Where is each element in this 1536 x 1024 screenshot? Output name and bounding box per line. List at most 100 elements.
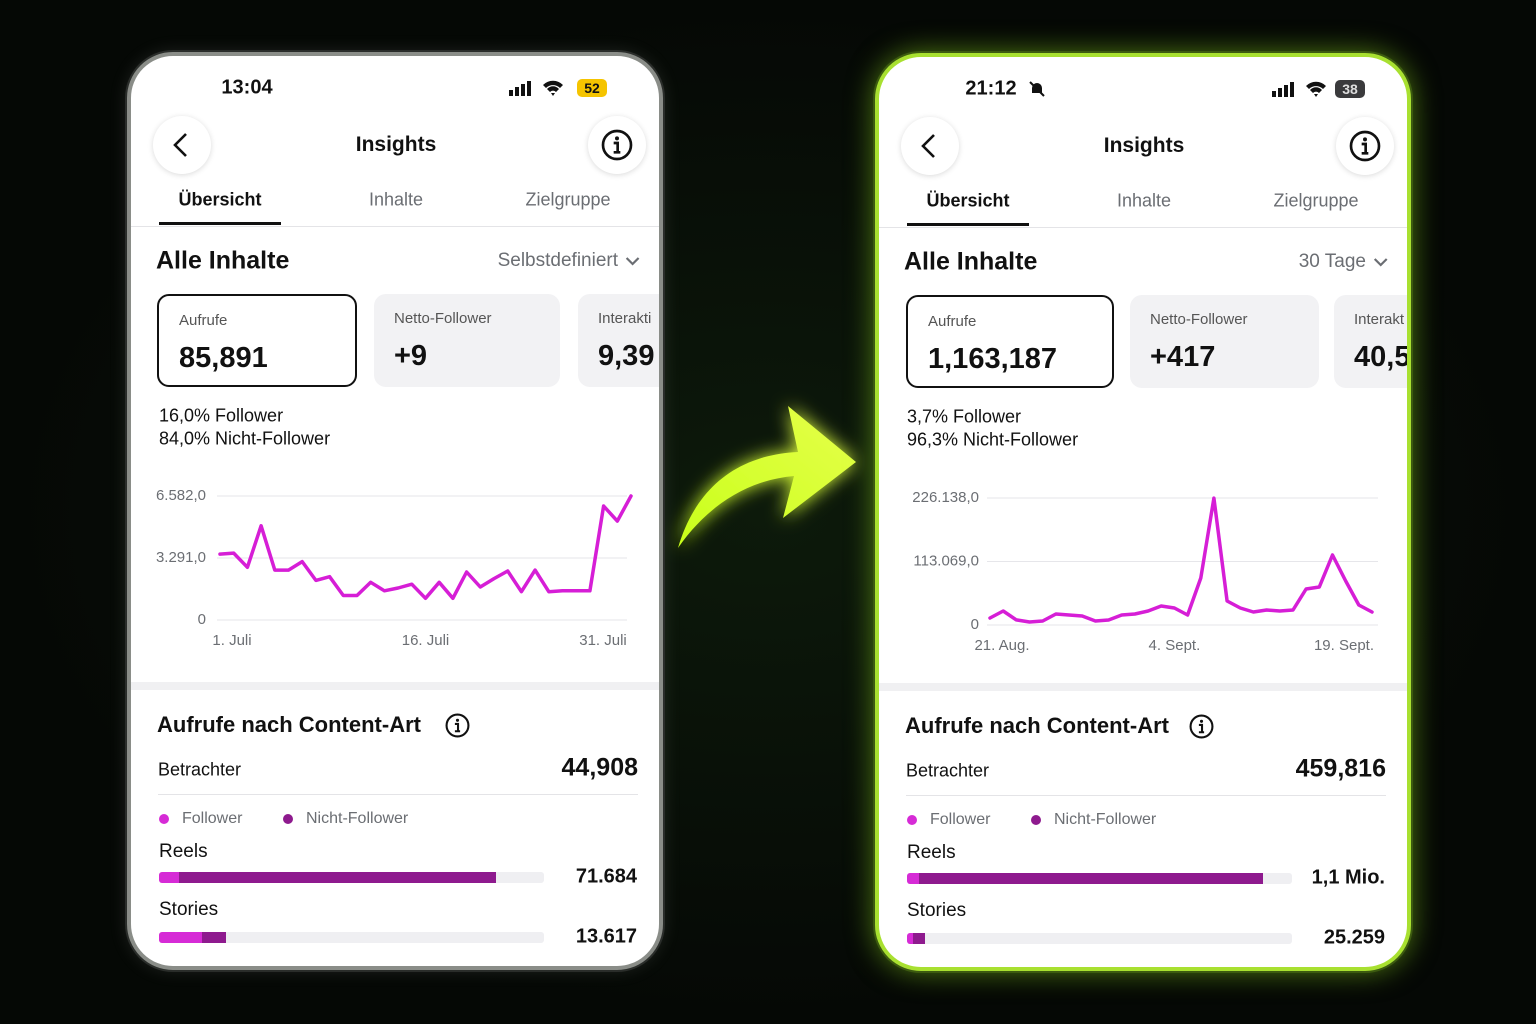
section-title: Alle Inhalte: [904, 247, 1038, 276]
metric-card[interactable]: Interakti 9,39: [578, 294, 659, 387]
bar-non-follower: [913, 933, 925, 944]
content-title: Aufrufe nach Content-Art: [905, 713, 1169, 738]
bar-track: [907, 873, 1292, 884]
section-separator: [879, 683, 1407, 691]
page-title: Insights: [355, 133, 437, 156]
info-icon: [1189, 714, 1214, 739]
content-info[interactable]: [445, 713, 470, 743]
bar-track: [907, 933, 1292, 944]
page-title: Insights: [1103, 134, 1185, 157]
card-label: Netto-Follower: [394, 310, 492, 327]
tab[interactable]: Übersicht: [926, 190, 1010, 211]
card-label: Interakti: [598, 310, 652, 327]
bar-track: [159, 932, 544, 943]
info-icon: [601, 129, 633, 161]
info-button[interactable]: [588, 116, 646, 174]
battery: 52: [577, 79, 607, 97]
divider: [158, 794, 638, 795]
x-tick-label: 31. Juli: [579, 632, 627, 649]
back-button[interactable]: [901, 117, 959, 175]
tab[interactable]: Zielgruppe: [525, 189, 611, 210]
section-separator: [131, 682, 659, 690]
audience-line: 3,7% Follower: [907, 406, 1022, 427]
tab-underline: [159, 222, 281, 225]
tab-underline: [907, 223, 1029, 226]
arrow: [678, 406, 856, 548]
battery: 38: [1335, 80, 1365, 98]
phone: 21:12 38 Insights Übersicht Inhalte Zielgr…: [875, 53, 1411, 971]
info-button[interactable]: [1336, 117, 1394, 175]
content-title: Aufrufe nach Content-Art: [157, 712, 421, 737]
card-label: Aufrufe: [928, 313, 977, 330]
legend-label: Follower: [182, 810, 243, 827]
card-label: Interakt: [1354, 311, 1405, 328]
x-tick-label: 19. Sept.: [1314, 637, 1374, 654]
audience-line: 84,0% Nicht-Follower: [159, 428, 331, 449]
metric-card[interactable]: Aufrufe 1,163,187: [906, 295, 1114, 388]
audience-line: 96,3% Nicht-Follower: [907, 429, 1079, 450]
card-value: 9,39: [598, 340, 655, 372]
card-value: +9: [394, 340, 428, 372]
metric-card[interactable]: Netto-Follower +9: [374, 294, 560, 387]
tab[interactable]: Inhalte: [1116, 190, 1172, 211]
data-line: [218, 494, 633, 601]
legend-label: Nicht-Follower: [1054, 811, 1157, 828]
filter-label: 30 Tage: [1298, 251, 1366, 272]
legend-label: Nicht-Follower: [306, 810, 409, 827]
info-icon: [445, 713, 470, 738]
viewers-label: Betrachter: [906, 760, 990, 781]
card-label: Netto-Follower: [1150, 311, 1248, 328]
bar-follower: [907, 873, 919, 884]
tab[interactable]: Zielgruppe: [1273, 190, 1359, 211]
y-tick-label: 113.069,0: [913, 552, 979, 569]
info-icon: [1349, 130, 1381, 162]
row-value: 71.684: [575, 865, 637, 888]
x-tick-label: 1. Juli: [212, 632, 251, 649]
viewers-label: Betrachter: [158, 759, 242, 780]
row-label: Stories: [907, 900, 967, 921]
tab[interactable]: Übersicht: [178, 189, 262, 210]
section-title: Alle Inhalte: [156, 246, 290, 275]
bar-non-follower: [202, 932, 226, 943]
legend-dot: [283, 814, 293, 824]
metric-card[interactable]: Netto-Follower +417: [1130, 295, 1319, 388]
bar-non-follower: [179, 872, 496, 883]
legend-label: Follower: [930, 811, 991, 828]
bar-follower: [159, 872, 179, 883]
back-icon: [921, 134, 935, 158]
y-tick-label: 226.138,0: [912, 489, 979, 506]
row-label: Reels: [159, 841, 208, 862]
phone: 13:04 52 Insights Übersicht Inhalte Zielgr…: [127, 52, 663, 970]
bar-follower: [159, 932, 202, 943]
content-info[interactable]: [1189, 714, 1214, 744]
y-tick-label: 0: [198, 611, 206, 628]
bar-follower: [907, 933, 913, 944]
x-tick-label: 16. Juli: [402, 632, 450, 649]
card-value: 85,891: [179, 342, 268, 374]
y-tick-label: 6.582,0: [156, 487, 206, 504]
x-tick-label: 4. Sept.: [1149, 637, 1201, 654]
chevron: [1374, 258, 1388, 267]
metric-card[interactable]: Aufrufe 85,891: [157, 294, 357, 387]
back-icon: [173, 133, 187, 157]
bar-non-follower: [919, 873, 1263, 884]
mute-icon: [1029, 81, 1045, 97]
y-tick-label: 0: [971, 616, 979, 633]
divider: [131, 226, 659, 227]
card-value: 40,5: [1354, 341, 1411, 373]
divider: [906, 795, 1386, 796]
date-filter[interactable]: 30 Tage: [1299, 251, 1388, 273]
back-button[interactable]: [153, 116, 211, 174]
row-label: Reels: [907, 842, 956, 863]
bar-track: [159, 872, 544, 883]
card-label: Aufrufe: [179, 312, 228, 329]
metric-card[interactable]: Interakt 40,5: [1334, 295, 1411, 388]
tab[interactable]: Inhalte: [368, 189, 424, 210]
status-time: 21:12: [965, 77, 1017, 100]
signal-wifi: [1272, 81, 1326, 97]
divider: [879, 227, 1407, 228]
date-filter[interactable]: Selbstdefiniert: [498, 250, 640, 272]
data-line: [988, 496, 1374, 624]
